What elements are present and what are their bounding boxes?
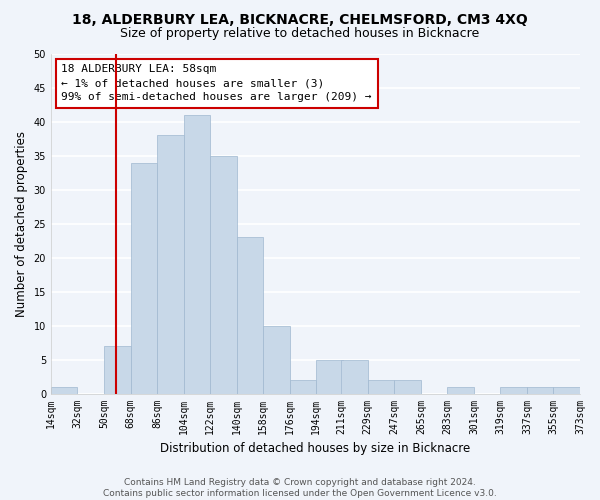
Bar	[527, 387, 553, 394]
Bar	[131, 162, 157, 394]
Bar	[210, 156, 236, 394]
Bar	[553, 387, 580, 394]
Bar	[368, 380, 394, 394]
Y-axis label: Number of detached properties: Number of detached properties	[15, 131, 28, 317]
X-axis label: Distribution of detached houses by size in Bicknacre: Distribution of detached houses by size …	[160, 442, 470, 455]
Bar	[263, 326, 290, 394]
Bar	[500, 387, 527, 394]
Bar	[448, 387, 474, 394]
Bar	[104, 346, 131, 394]
Text: 18 ALDERBURY LEA: 58sqm
← 1% of detached houses are smaller (3)
99% of semi-deta: 18 ALDERBURY LEA: 58sqm ← 1% of detached…	[61, 64, 372, 102]
Bar	[236, 238, 263, 394]
Bar	[341, 360, 368, 394]
Bar	[51, 387, 77, 394]
Text: Size of property relative to detached houses in Bicknacre: Size of property relative to detached ho…	[121, 28, 479, 40]
Bar	[316, 360, 343, 394]
Text: Contains HM Land Registry data © Crown copyright and database right 2024.
Contai: Contains HM Land Registry data © Crown c…	[103, 478, 497, 498]
Text: 18, ALDERBURY LEA, BICKNACRE, CHELMSFORD, CM3 4XQ: 18, ALDERBURY LEA, BICKNACRE, CHELMSFORD…	[72, 12, 528, 26]
Bar	[184, 115, 210, 394]
Bar	[290, 380, 316, 394]
Bar	[394, 380, 421, 394]
Bar	[157, 136, 184, 394]
